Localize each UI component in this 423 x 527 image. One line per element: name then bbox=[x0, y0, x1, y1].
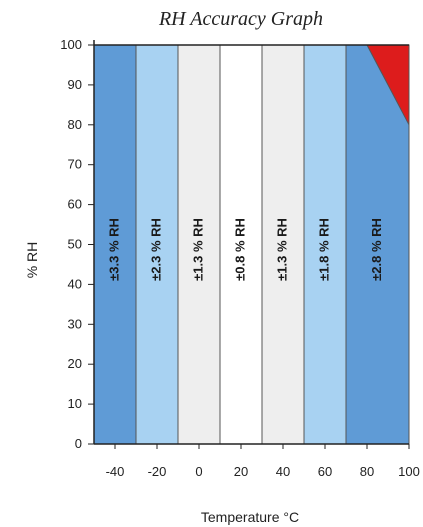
y-tick-label: 10 bbox=[68, 396, 82, 411]
x-tick-label: 80 bbox=[360, 464, 374, 479]
accuracy-band-6 bbox=[303, 44, 347, 445]
accuracy-band-2 bbox=[135, 44, 179, 445]
band-label-3: ±1.3 % RH bbox=[190, 218, 205, 281]
band-label-1: ±3.3 % RH bbox=[106, 218, 121, 281]
x-tick-label: 20 bbox=[234, 464, 248, 479]
y-axis-label: % RH bbox=[24, 242, 40, 279]
y-tick-label: 20 bbox=[68, 356, 82, 371]
band-labels-layer: ±3.3 % RH ±2.3 % RH ±1.3 % RH ±0.8 % RH ±1.3… bbox=[106, 218, 384, 281]
y-tick-label: 30 bbox=[68, 316, 82, 331]
x-axis-label: Temperature °C bbox=[201, 509, 299, 525]
x-tick-label: 0 bbox=[195, 464, 202, 479]
y-tick-label: 80 bbox=[68, 117, 82, 132]
y-tick-label: 70 bbox=[68, 157, 82, 172]
x-tick-label: -20 bbox=[148, 464, 167, 479]
y-tick-label: 40 bbox=[68, 276, 82, 291]
y-tick-label: 50 bbox=[68, 237, 82, 252]
y-tick-label: 100 bbox=[60, 37, 82, 52]
y-tick-label: 60 bbox=[68, 197, 82, 212]
band-label-6: ±1.8 % RH bbox=[316, 218, 331, 281]
bands-layer bbox=[93, 44, 410, 445]
band-label-5: ±1.3 % RH bbox=[274, 218, 289, 281]
accuracy-band-1 bbox=[93, 44, 137, 445]
x-tick-label: 60 bbox=[318, 464, 332, 479]
accuracy-band-4 bbox=[219, 44, 263, 445]
y-tick-label: 0 bbox=[75, 436, 82, 451]
x-ticks-layer: -40 -20 0 20 40 60 80 100 bbox=[106, 444, 420, 479]
band-label-4: ±0.8 % RH bbox=[232, 218, 247, 281]
axes-layer bbox=[93, 40, 409, 445]
y-tick-label: 90 bbox=[68, 77, 82, 92]
chart-title: RH Accuracy Graph bbox=[158, 8, 323, 30]
x-tick-label: -40 bbox=[106, 464, 125, 479]
y-ticks-layer: 0 10 20 30 40 50 60 70 80 90 100 bbox=[60, 37, 94, 451]
x-tick-label: 40 bbox=[276, 464, 290, 479]
band-label-7: ±2.8 % RH bbox=[369, 218, 384, 281]
accuracy-band-5 bbox=[261, 44, 305, 445]
band-label-2: ±2.3 % RH bbox=[148, 218, 163, 281]
x-tick-label: 100 bbox=[398, 464, 420, 479]
